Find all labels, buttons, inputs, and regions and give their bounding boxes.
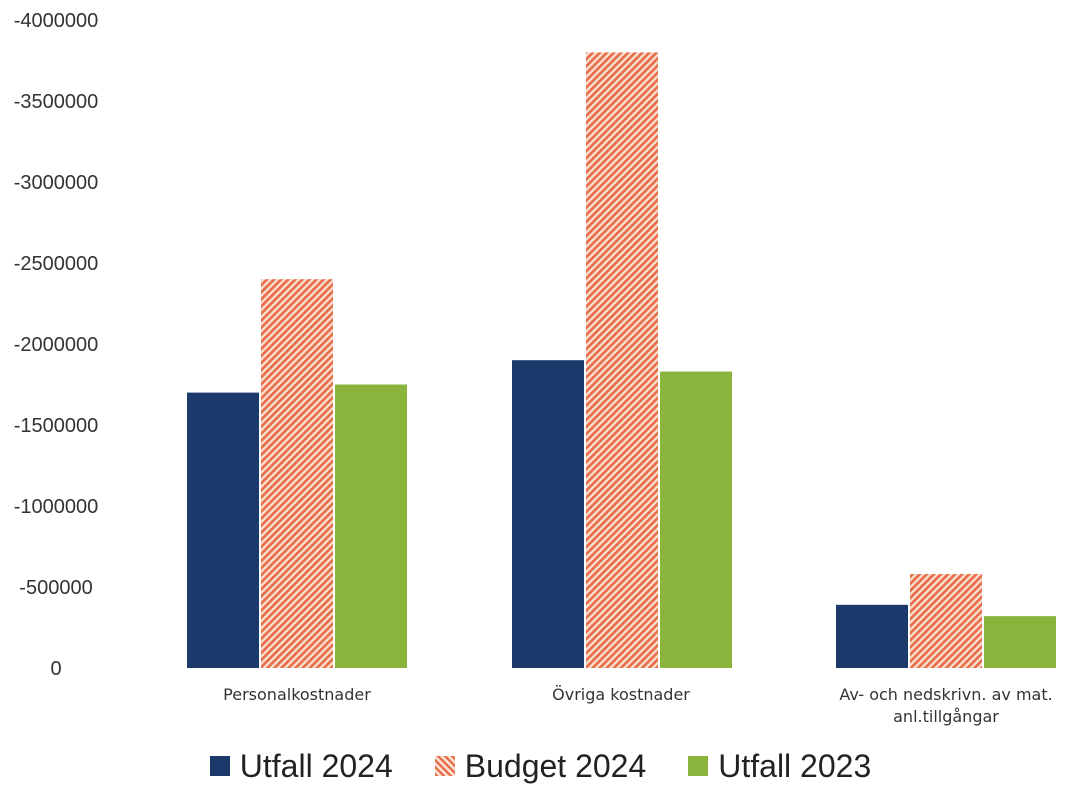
bar-1-2 [512,360,584,668]
x-category-label: Av- och nedskrivn. av mat. anl.tillgångar [839,685,1052,726]
legend-label-series-2: Utfall 2023 [718,747,872,784]
bar-1-3 [836,604,908,668]
bar-3-1 [335,384,407,668]
bar-1-1 [187,392,259,668]
legend-item-series-0: Utfall 2024 [209,747,393,785]
y-tick-label: -1000000 [14,496,99,518]
y-tick-label: -2000000 [14,334,99,356]
bars [187,52,1056,668]
legend-swatch-series-1 [434,756,455,776]
y-tick-label: -3500000 [14,91,99,113]
bar-2-1 [261,279,333,668]
legend-swatch-series-2 [688,756,709,776]
legend-item-series-2: Utfall 2023 [688,748,871,785]
legend: Utfall 2024 Budget 2024 Utfall 2023 [0,744,1081,788]
legend-item-series-1: Budget 2024 [434,747,647,785]
y-tick-label: -500000 [19,577,92,599]
x-category-label: Personalkostnader [223,685,371,704]
legend-swatch-series-0 [209,756,230,776]
bar-3-3 [984,616,1056,668]
x-axis: Personalkostnader Övriga kostnader Av- och… [223,685,1053,726]
bar-2-2 [586,52,658,668]
y-tick-label: 0 [50,658,61,680]
x-category-label: Övriga kostnader [552,685,690,704]
bar-3-2 [660,371,732,668]
y-tick-label: -3000000 [14,172,99,194]
legend-label-series-1: Budget 2024 [464,747,647,784]
bar-chart: -4000000 -3500000 -3000000 -2500000 -2000000… [14,10,1056,726]
y-axis: -4000000 -3500000 -3000000 -2500000 -2000000… [14,10,99,680]
legend-label-series-0: Utfall 2024 [239,747,393,784]
y-tick-label: -4000000 [14,10,99,32]
y-tick-label: -1500000 [14,415,99,437]
y-tick-label: -2500000 [14,253,99,275]
bar-2-3 [910,574,982,668]
